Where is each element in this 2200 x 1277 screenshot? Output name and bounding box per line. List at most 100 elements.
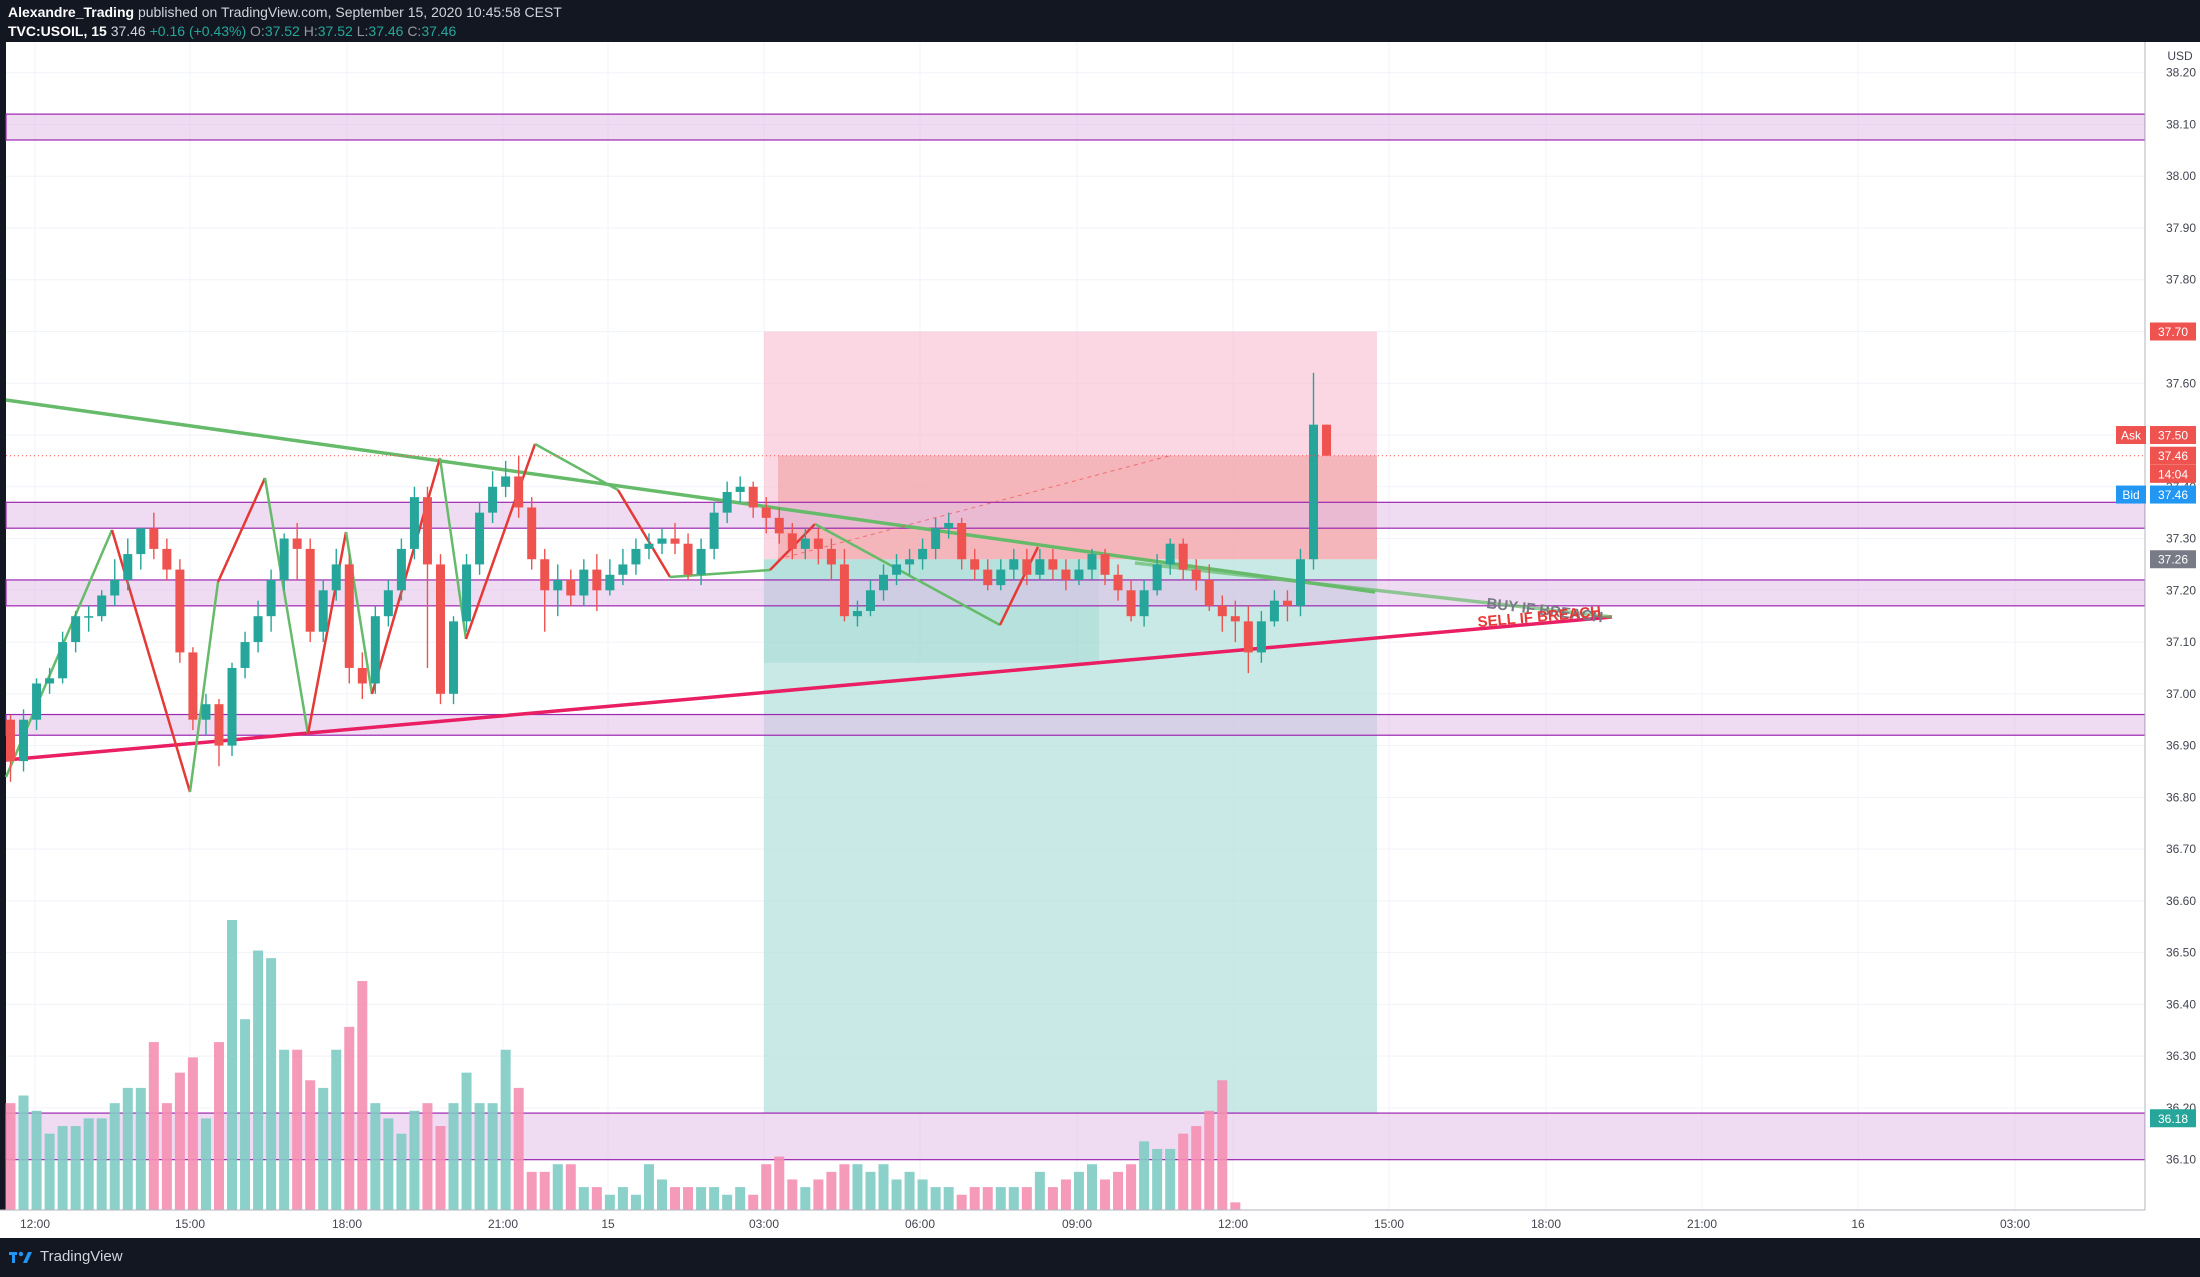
volume-bar (617, 1187, 628, 1210)
volume-bar (1165, 1148, 1176, 1210)
price-axis (2145, 42, 2200, 1238)
candle-body (657, 538, 667, 544)
price-tick-label: 36.90 (2166, 739, 2196, 753)
low-value: 37.46 (368, 23, 404, 39)
volume-bar (904, 1171, 915, 1210)
volume-bar (1191, 1126, 1202, 1210)
candle-body (852, 611, 862, 617)
candle-body (813, 538, 823, 549)
symbol-label[interactable]: TVC:USOIL, 15 (8, 23, 107, 39)
volume-bar (943, 1187, 954, 1210)
candle-body (631, 548, 641, 565)
candle-body (45, 678, 55, 684)
candle-body (1152, 564, 1162, 591)
candle-body (683, 543, 693, 575)
time-tick-label: 15 (601, 1217, 615, 1231)
volume-bar (213, 1042, 224, 1210)
candle-body (1061, 569, 1071, 580)
price-tick-label: 38.00 (2166, 169, 2196, 183)
price-tag-box (2116, 426, 2146, 445)
volume-bar (1217, 1080, 1228, 1210)
open-label: O: (250, 23, 265, 39)
price-label-box (2150, 322, 2196, 341)
candle-body (1178, 543, 1188, 570)
price-tag-label: Bid (2122, 488, 2139, 502)
candle-body (1243, 621, 1253, 653)
candle-body (383, 590, 393, 617)
candle-body (879, 574, 889, 591)
volume-bar (1086, 1164, 1097, 1210)
candle-body (774, 517, 784, 534)
volume-bar (1126, 1164, 1137, 1210)
tradingview-logo[interactable]: TradingView (8, 1248, 123, 1266)
zigzag-segment (464, 443, 537, 640)
volume-bar (604, 1194, 615, 1210)
zigzag-segment (616, 489, 672, 578)
volume-bar (670, 1187, 681, 1210)
volume-bar (591, 1187, 602, 1210)
volume-bar (539, 1171, 550, 1210)
volume-bar (474, 1103, 485, 1210)
volume-bar (279, 1049, 290, 1210)
candle-body (449, 621, 459, 694)
candle-body (1048, 559, 1058, 570)
candle-body (670, 538, 680, 544)
time-tick-label: 03:00 (2000, 1217, 2030, 1231)
price-label: 36.18 (2158, 1112, 2188, 1126)
volume-bar (709, 1187, 720, 1210)
candle-body (1126, 590, 1136, 617)
candle-body (839, 564, 849, 617)
price-tick-label: 36.50 (2166, 946, 2196, 960)
volume-bar (1230, 1202, 1241, 1210)
candle-body (1074, 569, 1084, 580)
price-tick-label: 36.60 (2166, 894, 2196, 908)
candle-body (227, 667, 237, 746)
candle-body (970, 559, 980, 570)
price-tick-label: 38.20 (2166, 66, 2196, 80)
candle-body (579, 569, 589, 596)
candle-body (800, 538, 810, 549)
candle-body (344, 564, 354, 668)
high-value: 37.52 (317, 23, 353, 39)
close-label: C: (407, 23, 422, 39)
volume-bar (44, 1133, 55, 1210)
chart-area[interactable]: BUY IF BREACH SELL IF BREACH USD 38.20 38.10… (0, 42, 2200, 1238)
candle-body (357, 667, 367, 684)
symbol-line: TVC:USOIL, 15 37.46 +0.16 (+0.43%) O:37.… (8, 23, 456, 39)
candle-body (944, 523, 954, 529)
volume-bar (917, 1179, 928, 1210)
volume-bar (513, 1087, 524, 1210)
candle-body (253, 616, 263, 643)
time-axis (0, 1210, 2200, 1238)
candle-body (892, 564, 902, 575)
time-tick-label: 09:00 (1062, 1217, 1092, 1231)
price-label-box (2150, 485, 2196, 504)
volume-bar (696, 1187, 707, 1210)
price-tag-label: Ask (2121, 429, 2142, 443)
volume-bar (122, 1087, 133, 1210)
candle-body (826, 548, 836, 565)
candle-body (983, 569, 993, 586)
price-label: 14:04 (2158, 467, 2188, 481)
volume-bar (305, 1080, 316, 1210)
volume-bar (787, 1179, 798, 1210)
volume-bar (18, 1095, 29, 1210)
volume-bar (109, 1103, 120, 1210)
price-tick-label: 37.20 (2166, 583, 2196, 597)
candle-body (618, 564, 628, 575)
candle-body (722, 491, 732, 513)
candle-body (592, 569, 602, 591)
candle-body (1191, 569, 1201, 580)
author-name[interactable]: Alexandre_Trading (8, 4, 135, 20)
price-tick-label: 37.00 (2166, 687, 2196, 701)
support-resistance-zone (5, 501, 2146, 529)
volume-bar (5, 1103, 16, 1210)
candle-body (136, 528, 146, 555)
volume-bar (1034, 1171, 1045, 1210)
zigzag-segment (669, 568, 771, 579)
volume-bar (266, 958, 277, 1210)
price-label: 37.46 (2158, 449, 2188, 463)
candle-body (644, 543, 654, 549)
volume-bar (1021, 1187, 1032, 1210)
